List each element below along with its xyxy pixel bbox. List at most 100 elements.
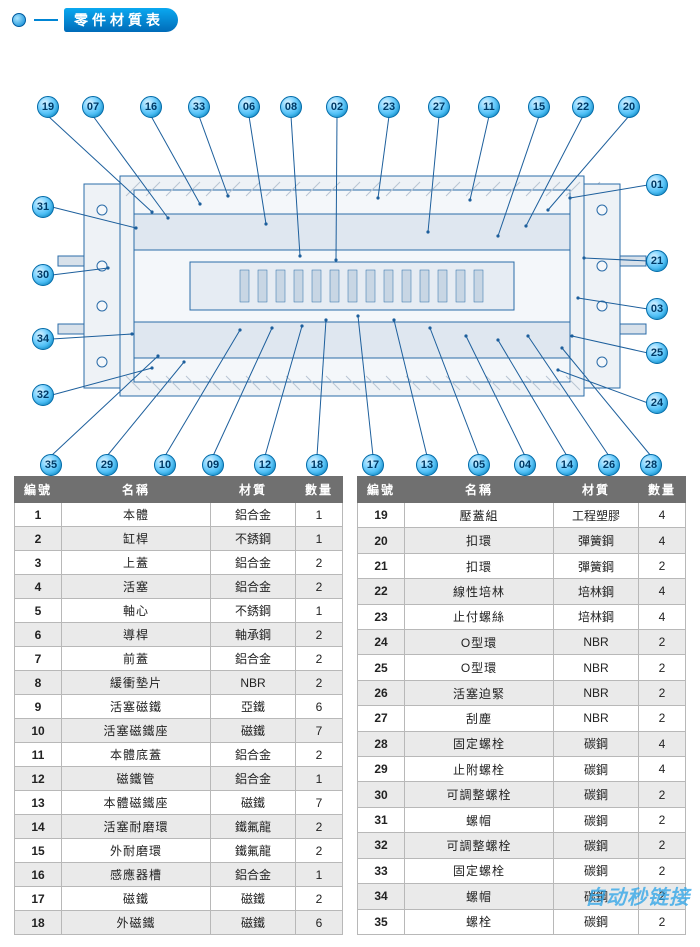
cell-name: 磁鐵管 <box>62 767 211 791</box>
cell-name: 扣環 <box>405 528 554 553</box>
cell-no: 9 <box>15 695 62 719</box>
cell-no: 14 <box>15 815 62 839</box>
callout-bubble-02: 02 <box>326 96 348 118</box>
cell-qty: 4 <box>639 528 686 553</box>
cell-no: 31 <box>358 807 405 832</box>
cell-name: 止附螺栓 <box>405 757 554 782</box>
table-row: 2缸桿不銹鋼1 <box>15 527 343 551</box>
callout-bubble-15: 15 <box>528 96 550 118</box>
table-row: 24O型環NBR2 <box>358 630 686 655</box>
callout-bubble-05: 05 <box>468 454 490 476</box>
table-row: 7前蓋鋁合金2 <box>15 647 343 671</box>
cell-no: 12 <box>15 767 62 791</box>
cell-name: 螺栓 <box>405 909 554 935</box>
cell-material: 碳鋼 <box>554 782 639 807</box>
cell-no: 15 <box>15 839 62 863</box>
cell-material: 鋁合金 <box>211 575 296 599</box>
callout-bubble-34: 34 <box>32 328 54 350</box>
cell-material: 工程塑膠 <box>554 503 639 528</box>
table-row: 11本體底蓋鋁合金2 <box>15 743 343 767</box>
cell-qty: 2 <box>639 858 686 883</box>
col-no: 編號 <box>15 477 62 503</box>
col-qty: 數量 <box>639 477 686 503</box>
callout-bubble-30: 30 <box>32 264 54 286</box>
cell-no: 13 <box>15 791 62 815</box>
cell-material: 磁鐵 <box>211 911 296 935</box>
cell-no: 29 <box>358 757 405 782</box>
callout-bubble-06: 06 <box>238 96 260 118</box>
table-row: 34螺帽碳鋼2 <box>358 884 686 909</box>
cell-name: O型環 <box>405 655 554 680</box>
col-no: 編號 <box>358 477 405 503</box>
table-row: 22線性培林培林鋼4 <box>358 579 686 604</box>
cell-material: NBR <box>554 655 639 680</box>
callout-bubble-09: 09 <box>202 454 224 476</box>
callout-bubble-25: 25 <box>646 342 668 364</box>
cell-qty: 4 <box>639 731 686 756</box>
cell-material: NBR <box>211 671 296 695</box>
cell-qty: 1 <box>296 599 343 623</box>
cell-name: 刮塵 <box>405 706 554 731</box>
cell-qty: 2 <box>639 782 686 807</box>
cell-material: 碳鋼 <box>554 757 639 782</box>
cell-qty: 2 <box>296 887 343 911</box>
cell-name: 固定螺栓 <box>405 858 554 883</box>
cell-material: 鋁合金 <box>211 863 296 887</box>
cell-no: 20 <box>358 528 405 553</box>
col-material: 材質 <box>554 477 639 503</box>
callout-bubble-17: 17 <box>362 454 384 476</box>
callout-bubble-03: 03 <box>646 298 668 320</box>
cell-qty: 2 <box>296 815 343 839</box>
cell-no: 5 <box>15 599 62 623</box>
cell-no: 26 <box>358 680 405 705</box>
table-row: 18外磁鐵磁鐵6 <box>15 911 343 935</box>
cell-name: 本體底蓋 <box>62 743 211 767</box>
cell-no: 30 <box>358 782 405 807</box>
cell-name: 感應器槽 <box>62 863 211 887</box>
callout-bubble-07: 07 <box>82 96 104 118</box>
table-row: 19壓蓋組工程塑膠4 <box>358 503 686 528</box>
table-row: 32可調整螺栓碳鋼2 <box>358 833 686 858</box>
cell-no: 27 <box>358 706 405 731</box>
cell-qty: 4 <box>639 757 686 782</box>
cell-material: 培林鋼 <box>554 604 639 629</box>
cell-name: 緩衝墊片 <box>62 671 211 695</box>
cell-name: 活塞磁鐵 <box>62 695 211 719</box>
cell-no: 11 <box>15 743 62 767</box>
cell-qty: 2 <box>639 553 686 578</box>
cell-qty: 2 <box>296 743 343 767</box>
cell-qty: 2 <box>639 655 686 680</box>
cell-name: 外耐磨環 <box>62 839 211 863</box>
table-row: 4活塞鋁合金2 <box>15 575 343 599</box>
table-row: 9活塞磁鐵亞鐵6 <box>15 695 343 719</box>
cell-name: 活塞耐磨環 <box>62 815 211 839</box>
cell-name: 外磁鐵 <box>62 911 211 935</box>
cell-qty: 6 <box>296 911 343 935</box>
table-row: 17磁鐵磁鐵2 <box>15 887 343 911</box>
cell-material: 鐵氟龍 <box>211 815 296 839</box>
cell-qty: 6 <box>296 695 343 719</box>
callout-bubble-11: 11 <box>478 96 500 118</box>
callout-bubble-13: 13 <box>416 454 438 476</box>
table-row: 6導桿軸承鋼2 <box>15 623 343 647</box>
callout-bubble-24: 24 <box>646 392 668 414</box>
cell-no: 34 <box>358 884 405 909</box>
cell-no: 6 <box>15 623 62 647</box>
callout-bubble-27: 27 <box>428 96 450 118</box>
cell-name: 活塞磁鐵座 <box>62 719 211 743</box>
table-row: 27刮塵NBR2 <box>358 706 686 731</box>
cell-no: 22 <box>358 579 405 604</box>
cell-name: 導桿 <box>62 623 211 647</box>
cell-no: 10 <box>15 719 62 743</box>
table-row: 8緩衝墊片NBR2 <box>15 671 343 695</box>
cell-material: 磁鐵 <box>211 791 296 815</box>
cell-material: NBR <box>554 630 639 655</box>
cell-qty: 2 <box>639 833 686 858</box>
cell-material: 亞鐵 <box>211 695 296 719</box>
cell-name: 壓蓋組 <box>405 503 554 528</box>
cell-name: 缸桿 <box>62 527 211 551</box>
table-row: 33固定螺栓碳鋼2 <box>358 858 686 883</box>
callout-bubble-23: 23 <box>378 96 400 118</box>
cell-material: 碳鋼 <box>554 833 639 858</box>
callout-bubble-04: 04 <box>514 454 536 476</box>
